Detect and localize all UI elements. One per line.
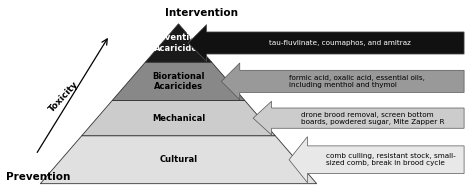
- Polygon shape: [188, 25, 464, 61]
- Text: Mechanical: Mechanical: [152, 114, 205, 123]
- Text: formic acid, oxalic acid, essential oils,
including menthol and thymol: formic acid, oxalic acid, essential oils…: [289, 75, 425, 88]
- Polygon shape: [221, 63, 464, 100]
- Text: Toxicity: Toxicity: [47, 80, 80, 114]
- Polygon shape: [40, 136, 317, 184]
- Polygon shape: [82, 100, 275, 136]
- Text: drone brood removal, screen bottom
boards, powdered sugar, Mite Zapper R: drone brood removal, screen bottom board…: [301, 112, 444, 125]
- Text: Prevention: Prevention: [6, 172, 70, 182]
- Text: tau-fluvlinate, coumaphos, and amitraz: tau-fluvlinate, coumaphos, and amitraz: [269, 40, 411, 46]
- Polygon shape: [253, 101, 464, 135]
- Polygon shape: [289, 137, 464, 183]
- Text: Cultural: Cultural: [159, 155, 198, 164]
- Text: comb culling, resistant stock, small-
sized comb, break in brood cycle: comb culling, resistant stock, small- si…: [326, 153, 455, 166]
- Text: Biorational
Acaricides: Biorational Acaricides: [152, 72, 205, 91]
- Polygon shape: [146, 24, 212, 62]
- Text: Conventional
Acaricides: Conventional Acaricides: [147, 33, 210, 53]
- Polygon shape: [112, 62, 245, 100]
- Text: Intervention: Intervention: [165, 8, 238, 18]
